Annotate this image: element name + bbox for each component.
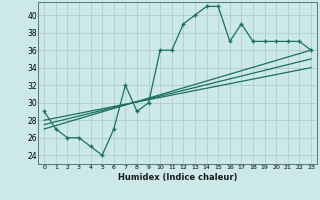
X-axis label: Humidex (Indice chaleur): Humidex (Indice chaleur) (118, 173, 237, 182)
